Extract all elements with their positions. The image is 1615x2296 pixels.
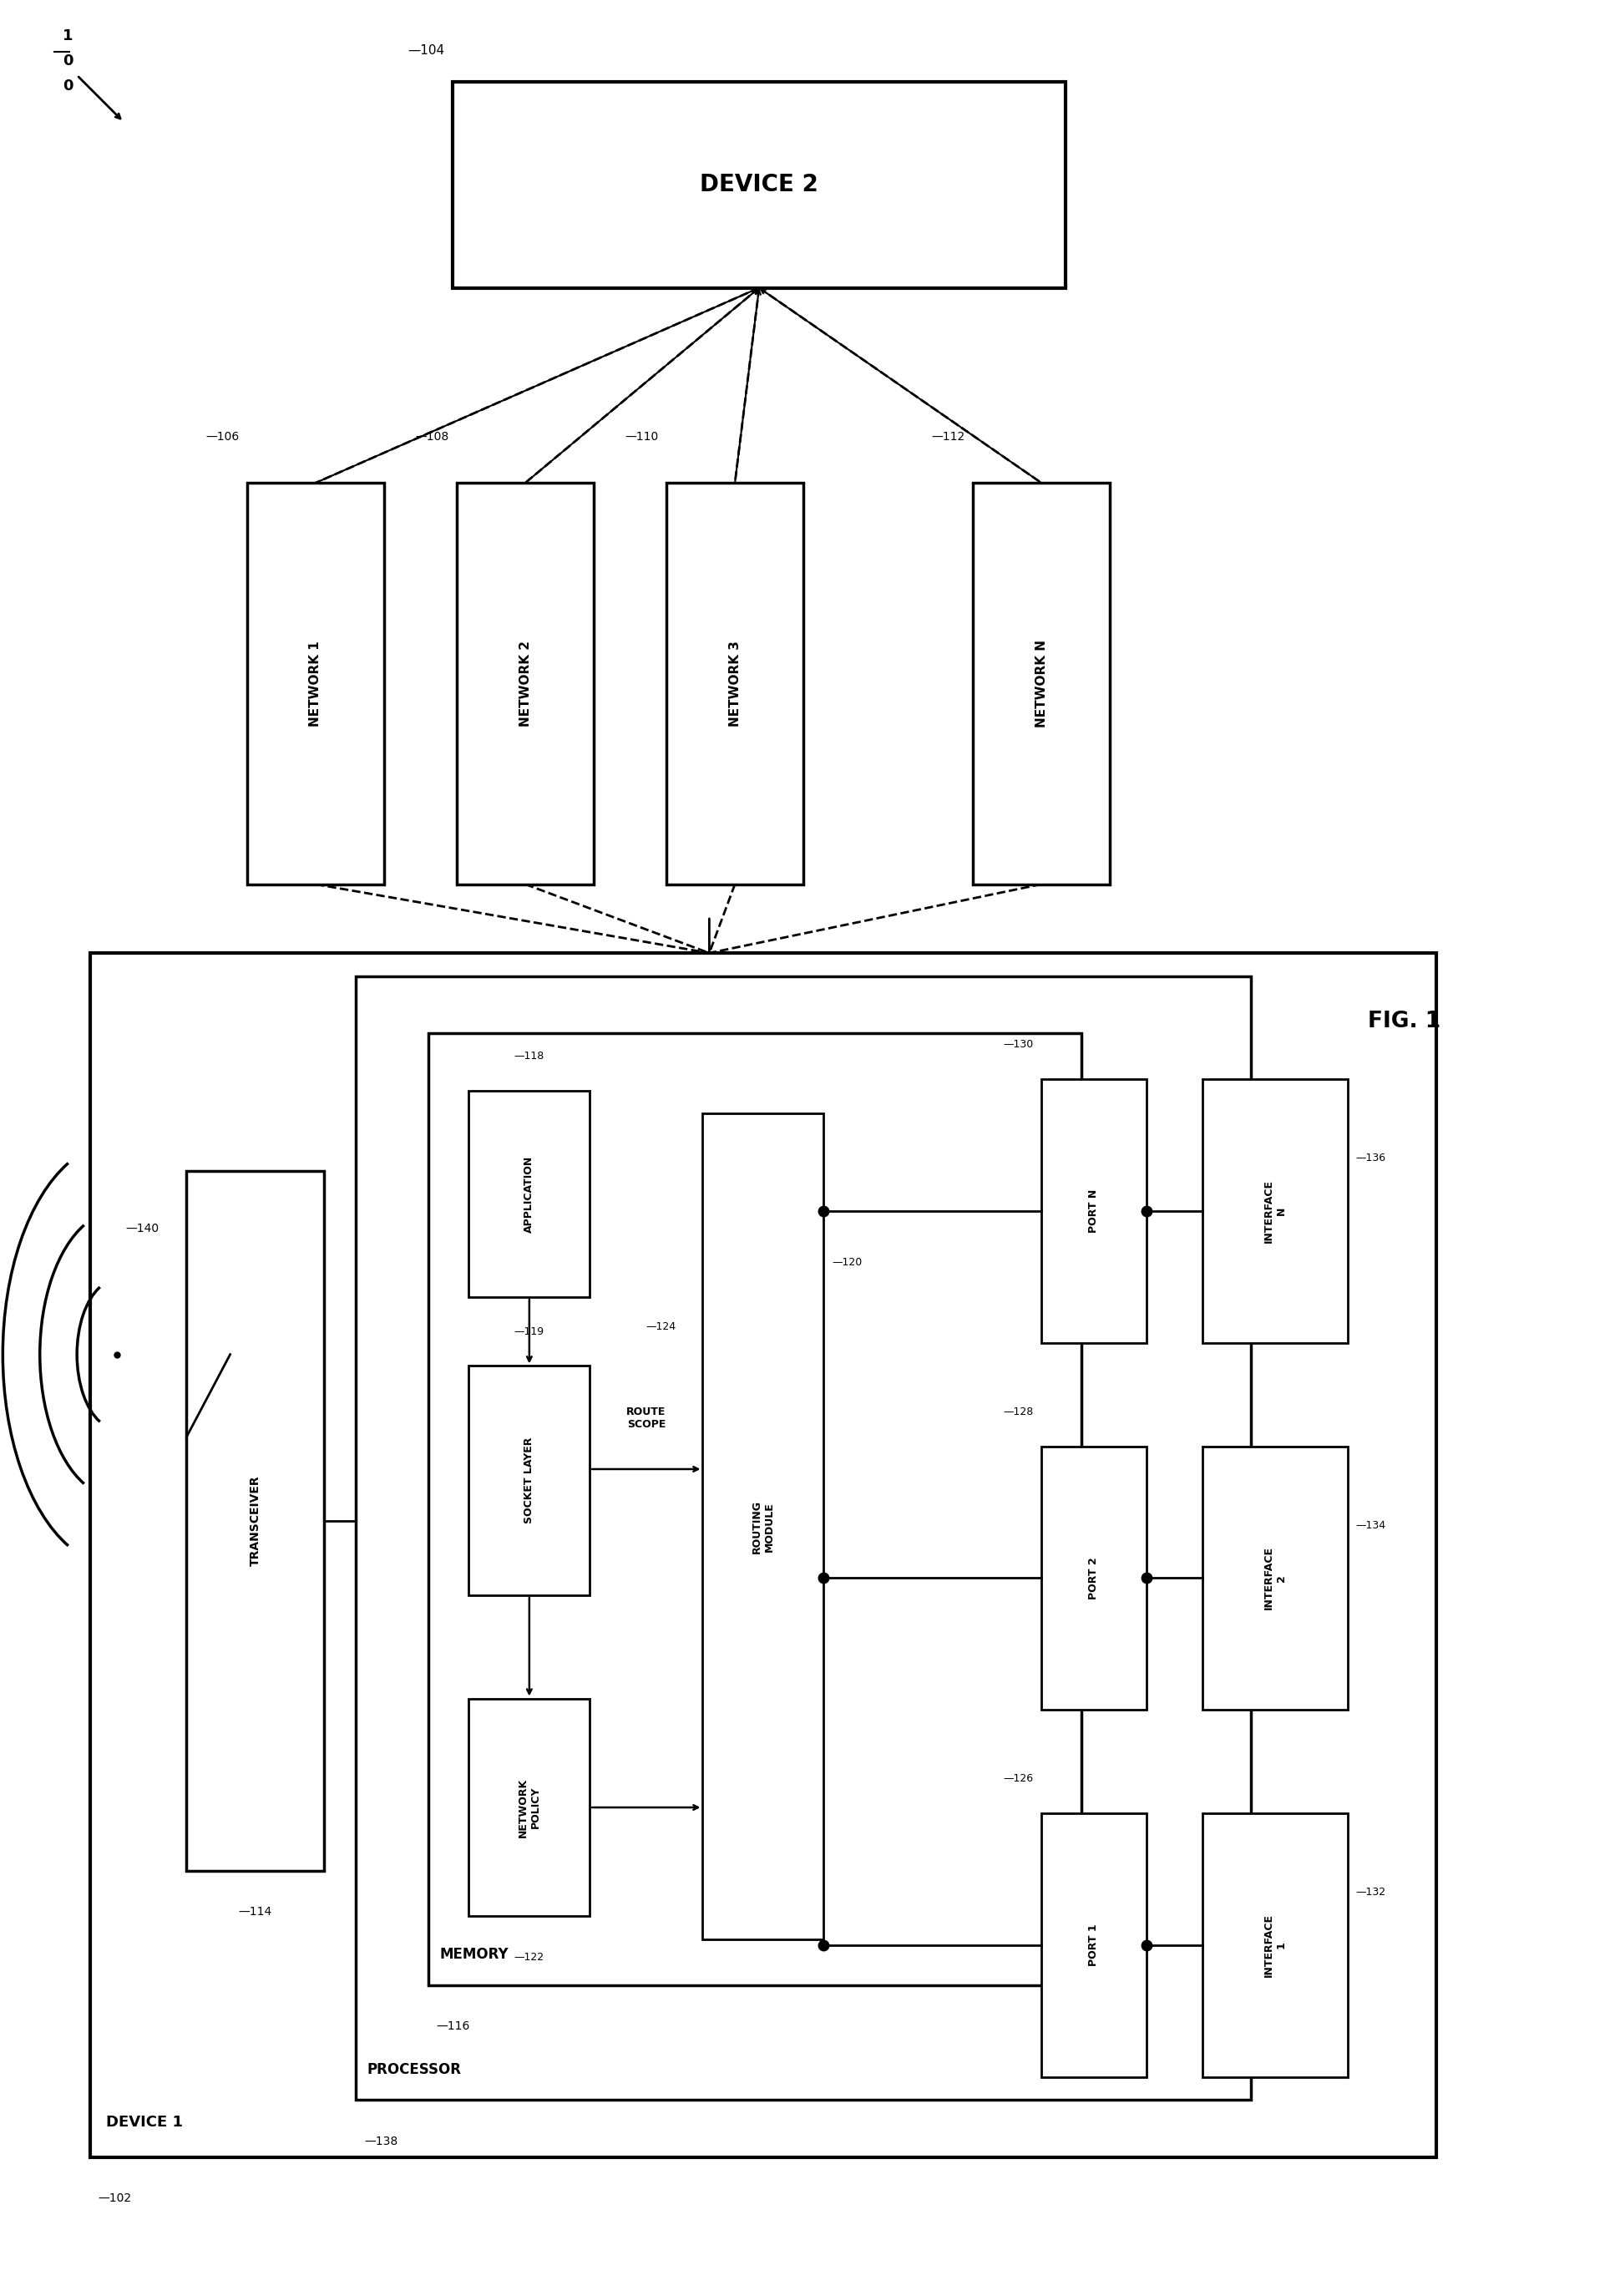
Text: TRANSCEIVER: TRANSCEIVER	[249, 1476, 262, 1566]
Text: —102: —102	[99, 2193, 131, 2204]
Text: SOCKET LAYER: SOCKET LAYER	[523, 1437, 535, 1525]
Bar	[1203, 1814, 1349, 2078]
Text: —118: —118	[514, 1052, 544, 1061]
Bar	[457, 482, 594, 884]
Text: —128: —128	[1003, 1407, 1034, 1417]
Text: —116: —116	[436, 2020, 470, 2032]
Text: PROCESSOR: PROCESSOR	[367, 2062, 462, 2078]
Text: —108: —108	[415, 432, 449, 443]
Text: INTERFACE
1: INTERFACE 1	[1263, 1913, 1287, 1977]
Text: PORT 2: PORT 2	[1089, 1557, 1100, 1600]
Bar	[468, 1699, 589, 1917]
Bar	[355, 976, 1252, 2101]
Text: —138: —138	[363, 2135, 397, 2147]
Bar	[187, 1171, 323, 1871]
Bar	[247, 482, 384, 884]
Text: —114: —114	[239, 1906, 271, 1917]
Bar	[1042, 1079, 1147, 1343]
Bar	[468, 1366, 589, 1596]
Text: —122: —122	[514, 1952, 544, 1963]
Bar	[468, 1091, 589, 1297]
Text: INTERFACE
N: INTERFACE N	[1263, 1180, 1287, 1242]
Text: NETWORK
POLICY: NETWORK POLICY	[518, 1777, 541, 1837]
Text: APPLICATION: APPLICATION	[523, 1155, 535, 1233]
Bar	[1042, 1446, 1147, 1711]
Bar	[1042, 1814, 1147, 2078]
Text: FIG. 1: FIG. 1	[1368, 1010, 1441, 1033]
Text: NETWORK 3: NETWORK 3	[728, 641, 741, 726]
Text: DEVICE 2: DEVICE 2	[699, 172, 819, 197]
Text: —126: —126	[1003, 1773, 1034, 1784]
Bar	[428, 1033, 1082, 1986]
Text: —134: —134	[1357, 1520, 1386, 1531]
Bar	[703, 1114, 824, 1940]
Text: PORT 1: PORT 1	[1089, 1924, 1100, 1965]
Bar	[1203, 1446, 1349, 1711]
Text: NETWORK N: NETWORK N	[1035, 641, 1048, 728]
Bar	[1203, 1079, 1349, 1343]
Text: PORT N: PORT N	[1089, 1189, 1100, 1233]
Text: —120: —120	[832, 1256, 862, 1267]
Text: —112: —112	[932, 432, 964, 443]
Text: DEVICE 1: DEVICE 1	[107, 2115, 182, 2131]
Text: —110: —110	[625, 432, 659, 443]
Text: —106: —106	[205, 432, 239, 443]
Text: INTERFACE
2: INTERFACE 2	[1263, 1545, 1287, 1609]
Text: 1: 1	[63, 28, 73, 44]
Text: —140: —140	[126, 1221, 158, 1235]
Text: —130: —130	[1003, 1040, 1034, 1049]
Text: 0: 0	[63, 78, 73, 94]
Text: 0: 0	[63, 53, 73, 69]
Text: NETWORK 2: NETWORK 2	[518, 641, 531, 726]
Text: —104: —104	[409, 44, 444, 57]
Bar	[972, 482, 1110, 884]
Bar	[90, 953, 1436, 2158]
Text: —132: —132	[1357, 1887, 1386, 1899]
Text: ROUTING
MODULE: ROUTING MODULE	[751, 1499, 775, 1552]
Text: —136: —136	[1357, 1153, 1386, 1164]
Text: MEMORY: MEMORY	[439, 1947, 509, 1963]
Bar	[452, 80, 1066, 287]
Text: —119: —119	[514, 1327, 544, 1336]
Bar	[667, 482, 804, 884]
Text: —124: —124	[646, 1322, 677, 1332]
Text: NETWORK 1: NETWORK 1	[310, 641, 321, 726]
Text: ROUTE
SCOPE: ROUTE SCOPE	[627, 1407, 665, 1430]
